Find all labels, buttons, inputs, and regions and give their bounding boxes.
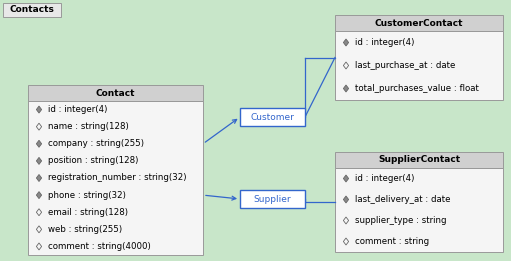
Text: last_delivery_at : date: last_delivery_at : date (355, 195, 451, 204)
Polygon shape (36, 157, 41, 164)
Text: id : integer(4): id : integer(4) (355, 38, 414, 47)
Polygon shape (343, 39, 349, 46)
Text: registration_number : string(32): registration_number : string(32) (48, 174, 187, 182)
Bar (335, 168, 503, 252)
Polygon shape (343, 196, 349, 203)
Text: web : string(255): web : string(255) (48, 225, 122, 234)
Bar (3, 3, 61, 17)
Text: comment : string: comment : string (355, 237, 429, 246)
Text: Customer: Customer (250, 112, 294, 122)
Bar (240, 108, 305, 126)
Bar (335, 152, 503, 168)
Text: total_purchases_value : float: total_purchases_value : float (355, 84, 479, 93)
Text: company : string(255): company : string(255) (48, 139, 144, 148)
Text: phone : string(32): phone : string(32) (48, 191, 126, 200)
Text: comment : string(4000): comment : string(4000) (48, 242, 151, 251)
Text: Contact: Contact (96, 88, 135, 98)
Text: Contacts: Contacts (10, 5, 55, 15)
Bar (28, 85, 203, 101)
Text: position : string(128): position : string(128) (48, 156, 138, 165)
Bar (335, 15, 503, 31)
Bar (335, 31, 503, 100)
Text: name : string(128): name : string(128) (48, 122, 129, 131)
Text: email : string(128): email : string(128) (48, 208, 128, 217)
Polygon shape (343, 175, 349, 182)
Polygon shape (343, 85, 349, 92)
Polygon shape (36, 175, 41, 181)
Text: CustomerContact: CustomerContact (375, 19, 463, 27)
Text: SupplierContact: SupplierContact (378, 156, 460, 164)
Polygon shape (36, 140, 41, 147)
Text: id : integer(4): id : integer(4) (48, 105, 107, 114)
Text: supplier_type : string: supplier_type : string (355, 216, 447, 225)
Text: id : integer(4): id : integer(4) (355, 174, 414, 183)
Bar (240, 190, 305, 208)
Text: last_purchase_at : date: last_purchase_at : date (355, 61, 455, 70)
Polygon shape (36, 106, 41, 113)
Bar (28, 101, 203, 255)
Text: Supplier: Supplier (253, 194, 291, 204)
Polygon shape (36, 192, 41, 199)
